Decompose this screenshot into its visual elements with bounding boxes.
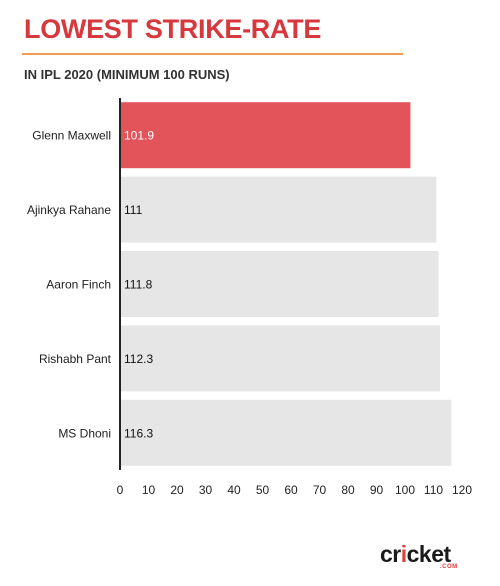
x-tick-label-8: 80 — [341, 483, 355, 497]
x-tick-label-2: 20 — [170, 483, 184, 497]
bar-4 — [120, 399, 452, 466]
x-tick-label-11: 110 — [424, 483, 443, 497]
logo-word-dot: i — [400, 541, 407, 567]
bar-1 — [120, 176, 437, 243]
category-label-2: Aaron Finch — [46, 278, 111, 292]
bar-value-label-0: 101.9 — [124, 129, 154, 143]
category-label-4: MS Dhoni — [58, 426, 111, 440]
x-tick-label-3: 30 — [199, 483, 213, 497]
x-tick-label-6: 60 — [284, 483, 298, 497]
bar-2 — [120, 251, 439, 317]
chart-title: LOWEST STRIKE-RATE — [24, 14, 322, 44]
bar-0 — [120, 102, 411, 169]
category-label-0: Glenn Maxwell — [32, 129, 111, 143]
bar-value-label-2: 111.8 — [124, 278, 153, 292]
x-tick-label-0: 0 — [117, 483, 124, 497]
logo-word-prefix: cr — [380, 541, 401, 567]
category-label-3: Rishabh Pant — [39, 352, 112, 366]
bar-value-label-4: 116.3 — [124, 426, 153, 440]
x-tick-label-10: 100 — [395, 483, 415, 497]
x-tick-label-9: 90 — [370, 483, 384, 497]
cricket-com-logo: cricket .COM — [380, 540, 480, 576]
x-tick-label-7: 70 — [313, 483, 327, 497]
x-tick-label-12: 120 — [452, 483, 472, 497]
chart-subtitle: IN IPL 2020 (MINIMUM 100 RUNS) — [24, 67, 230, 82]
logo-word-suffix: cket — [406, 541, 452, 567]
x-tick-label-4: 40 — [227, 483, 241, 497]
bar-value-label-1: 111 — [124, 203, 143, 217]
logo-com-text: .COM — [440, 564, 458, 570]
bar-3 — [120, 325, 441, 392]
bar-value-label-3: 112.3 — [124, 352, 153, 366]
title-underline — [22, 53, 403, 55]
category-label-1: Ajinkya Rahane — [27, 203, 111, 217]
x-tick-label-5: 50 — [256, 483, 270, 497]
x-tick-label-1: 10 — [142, 483, 156, 497]
